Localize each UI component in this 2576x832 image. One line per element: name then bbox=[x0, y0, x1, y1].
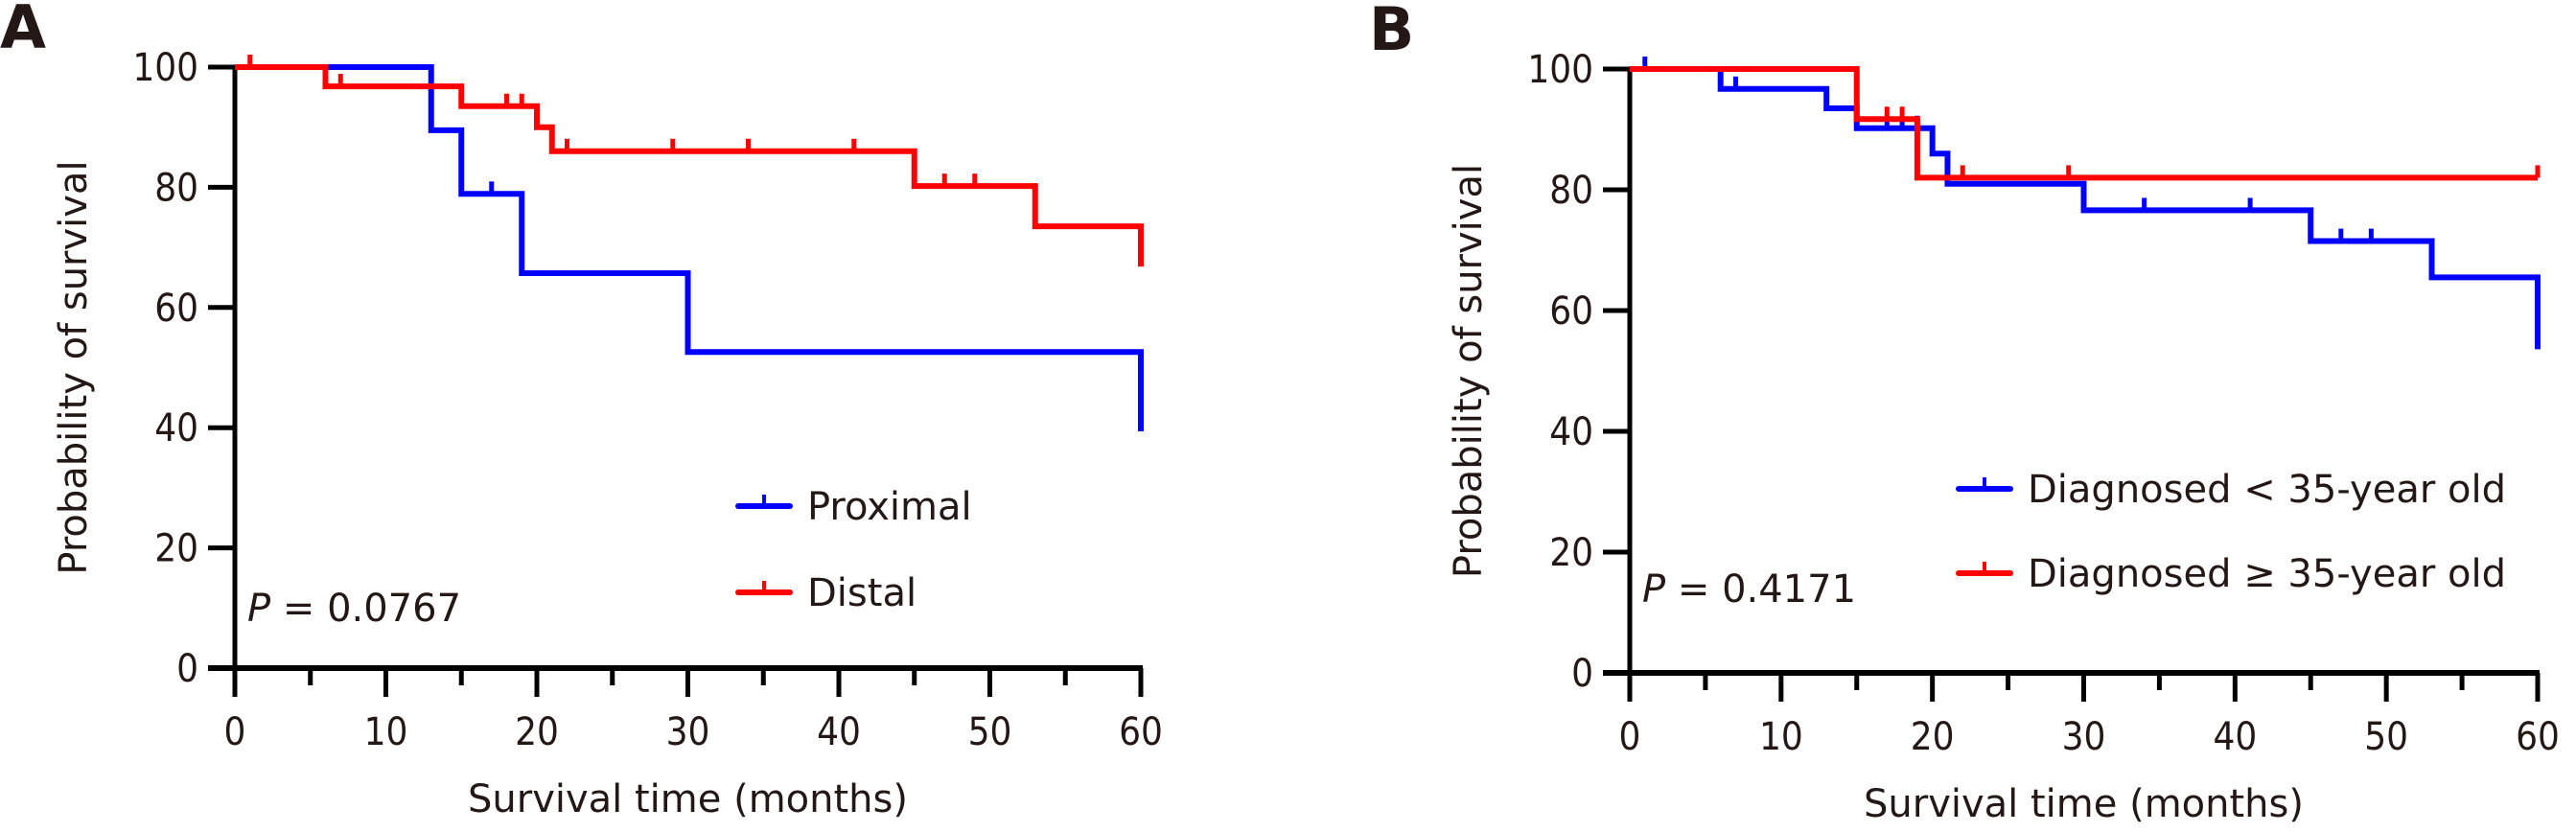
y-axis-title: Probability of survival bbox=[52, 160, 96, 574]
y-axis-title: Probability of survival bbox=[1447, 164, 1491, 578]
survival-curve bbox=[235, 64, 1144, 267]
survival-curve bbox=[1630, 66, 2538, 181]
x-tick-label: 30 bbox=[666, 710, 710, 754]
p-symbol: P bbox=[1642, 567, 1666, 612]
chart-panel-b: B 0 20 40 60 80 100 0 10 20 30 40 50 60 Survival time … bbox=[1288, 0, 2576, 832]
y-tick-label: 100 bbox=[1527, 48, 1593, 92]
legend-label: Proximal bbox=[807, 485, 972, 529]
x-tick-label: 60 bbox=[2516, 715, 2560, 759]
legend-label: Distal bbox=[807, 571, 917, 615]
x-tick-label: 20 bbox=[1911, 715, 1955, 759]
x-tick-label: 50 bbox=[2364, 715, 2408, 759]
y-tick-label: 0 bbox=[1571, 652, 1593, 696]
km-chart-a: A 0 20 40 60 80 100 0 10 20 30 40 50 60 Survival time … bbox=[0, 0, 1163, 821]
x-tick-label: 30 bbox=[2062, 715, 2106, 759]
km-chart-b: B 0 20 40 60 80 100 0 10 20 30 40 50 60 Survival time … bbox=[1369, 0, 2560, 826]
y-tick-label: 20 bbox=[154, 527, 198, 571]
x-tick-label: 0 bbox=[1619, 715, 1641, 759]
y-tick-label: 60 bbox=[154, 287, 198, 331]
legend-label: Diagnosed ≥ 35-year old bbox=[2028, 552, 2506, 596]
panel-letter: A bbox=[0, 0, 46, 62]
x-tick-label: 60 bbox=[1119, 710, 1163, 754]
y-tick-label: 40 bbox=[154, 406, 198, 451]
survival-curve bbox=[235, 64, 1144, 431]
legend-item: Distal bbox=[735, 571, 917, 615]
legend-label: Diagnosed < 35-year old bbox=[2028, 468, 2506, 512]
y-tick-label: 0 bbox=[176, 647, 198, 691]
series-1 bbox=[235, 55, 1144, 267]
legend-item: Diagnosed < 35-year old bbox=[1956, 468, 2506, 512]
y-tick-label: 60 bbox=[1549, 289, 1593, 334]
x-tick-label: 10 bbox=[364, 710, 408, 754]
p-symbol: P bbox=[247, 587, 271, 631]
y-tick-label: 20 bbox=[1549, 531, 1593, 575]
series-0 bbox=[235, 64, 1144, 431]
survival-curve bbox=[1630, 66, 2541, 350]
legend-item: Diagnosed ≥ 35-year old bbox=[1956, 552, 2506, 596]
p-value-annotation: P = 0.4171 bbox=[1642, 567, 1856, 612]
y-tick-label: 100 bbox=[132, 46, 198, 90]
x-axis-title: Survival time (months) bbox=[1864, 782, 2304, 826]
chart-panel-a: A 0 20 40 60 80 100 0 10 20 30 40 50 60 Survival time … bbox=[0, 0, 1163, 821]
x-tick-label: 10 bbox=[1759, 715, 1803, 759]
x-tick-label: 0 bbox=[224, 710, 246, 754]
x-tick-label: 20 bbox=[515, 710, 559, 754]
y-tick-label: 80 bbox=[154, 166, 198, 210]
p-value: = 0.0767 bbox=[270, 587, 461, 631]
x-tick-label: 50 bbox=[968, 710, 1012, 754]
p-value: = 0.4171 bbox=[1665, 567, 1856, 612]
series-0 bbox=[1630, 57, 2541, 350]
y-tick-label: 40 bbox=[1549, 410, 1593, 454]
x-tick-label: 40 bbox=[2213, 715, 2257, 759]
panel-letter: B bbox=[1369, 0, 1414, 64]
series-1 bbox=[1630, 66, 2541, 181]
legend-item: Proximal bbox=[735, 485, 972, 529]
x-axis-title: Survival time (months) bbox=[468, 777, 908, 821]
y-tick-label: 80 bbox=[1549, 169, 1593, 213]
p-value-annotation: P = 0.0767 bbox=[247, 587, 461, 631]
x-tick-label: 40 bbox=[817, 710, 861, 754]
